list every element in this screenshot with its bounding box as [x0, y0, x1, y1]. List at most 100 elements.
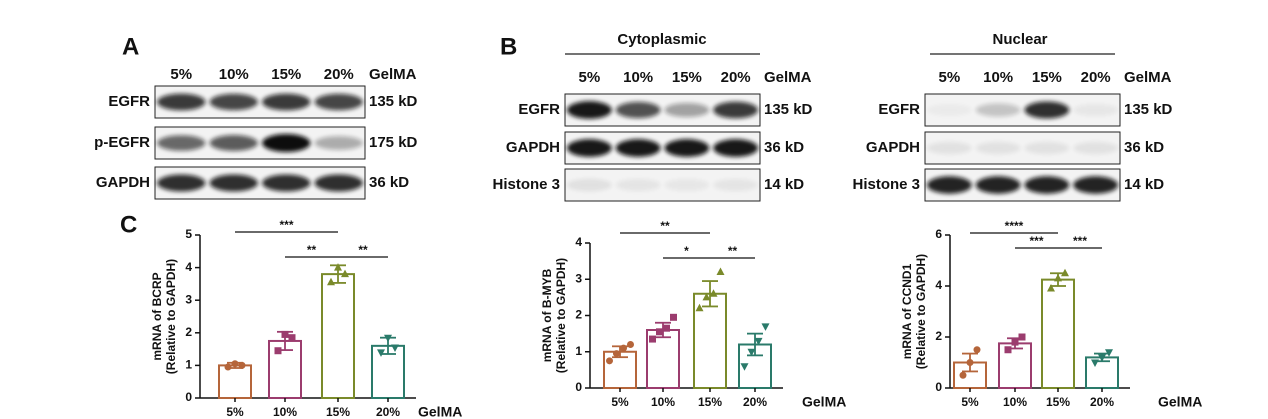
significance-label: ****: [1005, 219, 1024, 233]
panel-label: A: [122, 33, 139, 60]
size-label: 14 kD: [1124, 176, 1164, 193]
blot-band: [975, 176, 1021, 194]
significance-label: *: [684, 244, 689, 258]
blot-band: [926, 176, 972, 194]
data-point: [959, 371, 967, 379]
data-point: [747, 348, 756, 357]
x-tick-label: 10%: [651, 395, 675, 409]
significance-label: **: [358, 243, 368, 257]
size-label: 36 kD: [369, 174, 409, 191]
y-tick-label: 1: [575, 344, 582, 358]
blot-band: [157, 174, 206, 192]
size-label: 36 kD: [764, 139, 804, 156]
y-tick-label: 1: [185, 358, 192, 372]
data-point: [754, 337, 763, 346]
bar: [998, 342, 1032, 389]
size-label: 36 kD: [1124, 139, 1164, 156]
data-point: [620, 344, 627, 352]
lane-label: GelMA: [764, 69, 812, 86]
bar: [218, 364, 252, 399]
x-tick-label: 20%: [376, 405, 400, 419]
blot-band: [713, 178, 759, 192]
data-point: [1011, 338, 1019, 346]
size-label: 135 kD: [764, 101, 813, 118]
size-label: 14 kD: [764, 176, 804, 193]
significance-label: **: [728, 244, 738, 258]
x-tick-label: 5%: [961, 395, 979, 409]
x-tick-label: 5%: [226, 405, 244, 419]
data-point: [231, 360, 239, 368]
blot-band: [1073, 141, 1119, 155]
data-point: [1018, 333, 1026, 341]
blot-band: [566, 101, 612, 119]
data-point: [670, 313, 677, 321]
significance-label: ***: [1029, 234, 1043, 248]
lane-label: 5%: [170, 66, 192, 83]
y-tick-label: 2: [185, 325, 192, 339]
blot-band: [262, 93, 311, 111]
lane-label: 10%: [623, 69, 653, 86]
blot-band: [1073, 176, 1119, 194]
blot-band: [566, 178, 612, 192]
y-axis-label: (Relative to GAPDH): [914, 254, 928, 369]
lane-label: 20%: [721, 69, 751, 86]
blot-band: [314, 136, 363, 150]
x-tick-label: 15%: [698, 395, 722, 409]
y-tick-label: 0: [575, 380, 582, 394]
y-tick-label: 0: [935, 380, 942, 394]
y-axis-label: (Relative to GAPDH): [554, 258, 568, 373]
data-point: [341, 269, 349, 278]
blot-band: [927, 104, 972, 116]
data-point: [1061, 268, 1069, 277]
data-point: [1004, 346, 1012, 354]
y-tick-label: 6: [935, 227, 942, 241]
size-label: 175 kD: [369, 134, 418, 151]
y-axis-label: mRNA of CCND1: [900, 263, 914, 359]
blot-band: [1073, 103, 1119, 117]
blot-band: [664, 102, 710, 118]
x-axis-label: GelMA: [802, 394, 846, 410]
protein-label: GAPDH: [96, 174, 150, 191]
data-point: [1047, 284, 1055, 292]
y-axis-label: mRNA of BCRP: [150, 272, 164, 360]
data-point: [649, 335, 656, 343]
blot-band: [615, 101, 661, 119]
group-title: Cytoplasmic: [617, 31, 706, 48]
y-tick-label: 3: [185, 292, 192, 306]
lane-label: 15%: [1032, 69, 1062, 86]
data-point: [224, 363, 232, 371]
panel-label: C: [120, 211, 137, 238]
y-axis-label: (Relative to GAPDH): [164, 259, 178, 374]
data-point: [1105, 349, 1113, 357]
blot-band: [314, 174, 363, 192]
blot-band: [713, 101, 759, 119]
x-tick-label: 20%: [743, 395, 767, 409]
blot-band: [209, 93, 258, 111]
x-tick-label: 5%: [611, 395, 629, 409]
data-point: [391, 344, 399, 352]
blot-band: [713, 139, 759, 157]
x-axis-label: GelMA: [418, 404, 462, 419]
blot-band: [157, 93, 206, 111]
data-point: [627, 341, 634, 348]
data-point: [656, 328, 663, 336]
lane-label: 20%: [1081, 69, 1111, 86]
x-tick-label: 15%: [1046, 395, 1070, 409]
data-point: [973, 346, 981, 354]
blot-band: [975, 141, 1021, 155]
panel-label: B: [500, 33, 517, 60]
protein-label: EGFR: [108, 93, 150, 110]
data-point: [716, 267, 725, 275]
blot-band: [566, 139, 612, 157]
significance-label: **: [660, 219, 670, 233]
protein-label: GAPDH: [866, 139, 920, 156]
data-point: [740, 363, 749, 371]
blot-band: [664, 139, 710, 157]
blot-band: [1024, 141, 1070, 155]
blot-band: [314, 93, 363, 111]
lane-label: 20%: [324, 66, 354, 83]
protein-label: EGFR: [518, 101, 560, 118]
significance-label: ***: [279, 218, 293, 232]
data-point: [334, 263, 342, 271]
blot-band: [664, 178, 710, 192]
